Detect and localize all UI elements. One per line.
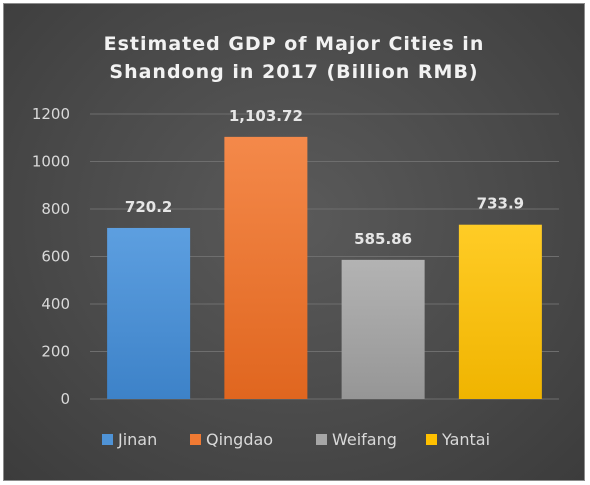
legend-label-qingdao: Qingdao	[206, 430, 273, 449]
y-tick-label: 600	[41, 248, 70, 266]
legend-swatch-qingdao	[190, 434, 201, 445]
chart-title-line-2: Shandong in 2017 (Billion RMB)	[109, 61, 478, 83]
y-tick-label: 800	[41, 200, 70, 218]
legend-label-jinan: Jinan	[117, 430, 157, 449]
chart-title-line-1: Estimated GDP of Major Cities in	[104, 33, 485, 55]
bar-jinan	[107, 227, 191, 399]
legend-swatch-yantai	[426, 434, 437, 445]
y-tick-label: 0	[60, 390, 70, 408]
y-tick-label: 1000	[32, 153, 70, 171]
y-tick-label: 1200	[32, 105, 70, 123]
data-labels: 720.2 1,103.72 585.86 733.9	[125, 107, 524, 248]
chart-frame: Estimated GDP of Major Cities in Shandon…	[3, 3, 585, 481]
chart-canvas: Estimated GDP of Major Cities in Shandon…	[32, 33, 559, 449]
data-label-yantai: 733.9	[477, 195, 524, 213]
bars	[107, 136, 542, 399]
bar-qingdao	[224, 136, 308, 399]
data-label-weifang: 585.86	[354, 230, 412, 248]
bar-weifang	[341, 259, 425, 399]
legend-swatch-jinan	[102, 434, 113, 445]
y-tick-label: 200	[41, 343, 70, 361]
chart-title: Estimated GDP of Major Cities in Shandon…	[104, 33, 485, 83]
legend: Jinan Qingdao Weifang Yantai	[102, 430, 490, 449]
data-label-jinan: 720.2	[125, 198, 172, 216]
bar-yantai	[458, 224, 542, 399]
legend-label-weifang: Weifang	[332, 430, 397, 449]
legend-label-yantai: Yantai	[441, 430, 490, 449]
y-axis: 0 200 400 600 800 1000 1200	[32, 105, 70, 408]
legend-swatch-weifang	[316, 434, 327, 445]
y-tick-label: 400	[41, 295, 70, 313]
data-label-qingdao: 1,103.72	[229, 107, 303, 125]
